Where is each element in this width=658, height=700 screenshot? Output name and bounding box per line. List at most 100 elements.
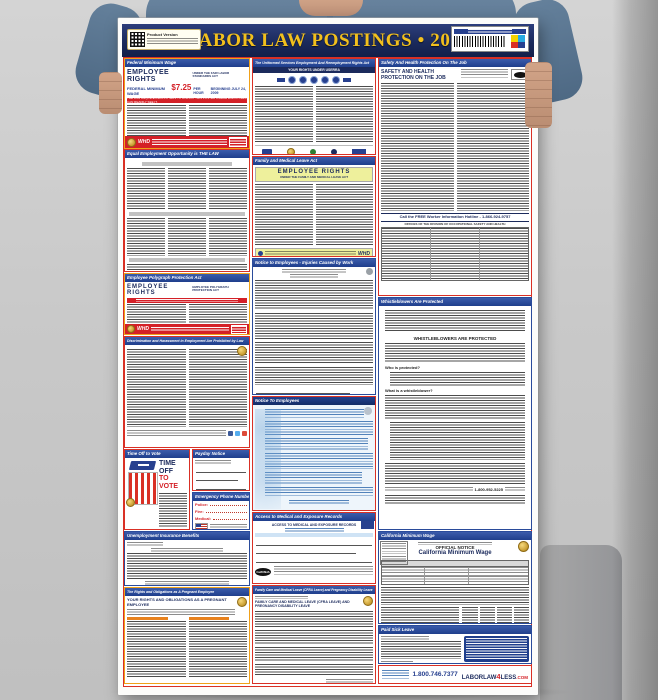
person-right-hand [525, 62, 552, 128]
facebook-icon [228, 430, 233, 436]
text-block [255, 86, 313, 142]
flsa-heading: EMPLOYEE RIGHTS [127, 69, 170, 83]
section-title: Notice to Employees - Injuries Caused by… [253, 259, 375, 267]
vendor-phone: 1.800.746.7377 [412, 671, 458, 678]
form-underline [256, 540, 372, 546]
text-block [390, 421, 525, 460]
fmla-heading-bar: EMPLOYEE RIGHTS UNDER THE FAMILY AND MED… [255, 167, 373, 182]
text-block [381, 586, 529, 605]
table-row [382, 575, 529, 584]
section-title: Family and Medical Leave Act [253, 157, 375, 165]
text-block [255, 280, 373, 310]
userra-footer-logos [255, 145, 373, 154]
form-underline [196, 484, 246, 490]
section-paid-sick-leave: Paid Sick Leave [378, 625, 532, 664]
text-block [188, 620, 247, 677]
state-seal-icon [237, 597, 247, 607]
flsa-subheading: UNDER THE FAIR LABOR STANDARDS ACT [192, 71, 230, 79]
userra-subbar: YOUR RIGHTS UNDER USERRA [253, 67, 375, 73]
notice-bar-text: THE LAW REQUIRES EMPLOYERS TO DISPLAY TH… [127, 96, 247, 104]
fill-in-line [205, 511, 247, 513]
text-block [468, 29, 512, 33]
text-block [127, 553, 247, 579]
form-underline [256, 548, 357, 555]
table-column [513, 606, 530, 623]
text-block [147, 38, 198, 46]
text-block [418, 542, 492, 545]
whd-logo: WHD [138, 139, 150, 145]
ballot-box-illustration [126, 460, 158, 507]
labor-law-poster: LABOR LAW POSTINGS • 2018 Product Versio… [118, 18, 538, 695]
cfra-heading: FAMILY CARE AND MEDICAL LEAVE (CFRA LEAV… [255, 600, 350, 609]
barcode-box [451, 26, 529, 52]
chip-blue [518, 41, 525, 48]
text-block [381, 661, 413, 663]
worker-hotline: Call the FREE Worker Information Hotline… [381, 213, 529, 222]
rate-schedule-table [462, 606, 530, 623]
whistleblower-q1: Who is protected? [385, 365, 420, 371]
whd-logo: WHD [137, 326, 149, 332]
body-text [381, 83, 529, 211]
vendor-logo-accent: 4 [496, 671, 501, 681]
section-payday-notice: Payday Notice [192, 449, 250, 491]
section-cfra: Family Care and Medical Leave (CFRA Leav… [252, 585, 376, 684]
section-title: Equal Employment Opportunity is THE LAW [125, 150, 249, 158]
text-block [127, 620, 186, 677]
section-title: Emergency Phone Numbers [193, 493, 249, 501]
revision-table [380, 541, 408, 565]
medal-icon [321, 76, 329, 84]
gold-seal-icon [126, 498, 135, 507]
body-text [127, 168, 247, 210]
table-cell [468, 566, 529, 575]
section-eeo: Equal Employment Opportunity is THE LAW [124, 149, 250, 272]
text-block [265, 487, 373, 497]
wage-unit: PER HOUR [193, 87, 204, 96]
emergency-row: Fire: [195, 508, 247, 515]
notice-bar [127, 297, 247, 303]
section-title: Access to Medical and Exposure Records [253, 513, 375, 521]
form-underline [256, 388, 351, 394]
agency-logo [330, 149, 337, 154]
text-block [381, 636, 429, 640]
edd-logo-icon [364, 407, 372, 415]
form-number-box [231, 324, 247, 334]
text-block [385, 494, 525, 505]
text-block [315, 183, 373, 246]
polygraph-heading: EMPLOYEE RIGHTS [127, 284, 169, 296]
ca-min-wage-heading: California Minimum Wage [418, 550, 492, 557]
person-left-hand [99, 72, 122, 114]
orange-subhead-bar [188, 616, 230, 620]
wage-effective: BEGINNING JULY 24, 2009 [210, 87, 246, 96]
chip-yellow [511, 35, 518, 42]
flag-icon [277, 78, 285, 82]
pregnant-heading: YOUR RIGHTS AND OBLIGATIONS AS A PREGNAN… [127, 597, 227, 607]
vote-line1: TIME OFF [159, 460, 176, 475]
qr-code-icon [130, 32, 145, 47]
agency-logo [287, 148, 296, 154]
text-block [281, 269, 347, 273]
text-block [385, 394, 525, 419]
emergency-label: Fire: [195, 508, 204, 514]
google-plus-icon [242, 430, 247, 436]
form-underline [196, 467, 246, 473]
state-seal-icon [363, 596, 373, 606]
dol-seal-icon [127, 325, 135, 333]
form-underline [256, 557, 372, 563]
text-block [255, 596, 309, 599]
text-block [385, 310, 525, 332]
body-text [127, 218, 247, 256]
whd-logo: WHD [358, 250, 370, 257]
vendor-logo-part1: LABORLAW [461, 674, 497, 681]
table-cell [382, 566, 426, 575]
text-block [274, 565, 373, 576]
emergency-label: Police: [195, 502, 209, 507]
text-block [255, 664, 373, 677]
barcode-icon [454, 36, 506, 47]
wage-label: FEDERAL MINIMUM WAGE [127, 86, 165, 96]
divider-bar [129, 258, 245, 262]
text-block [151, 548, 223, 552]
whistleblower-q2: What is a whistleblower? [385, 388, 433, 394]
text-block [255, 183, 313, 246]
section-osha: Safety And Health Protection On The Job … [378, 58, 532, 296]
chip-cyan [518, 35, 525, 42]
